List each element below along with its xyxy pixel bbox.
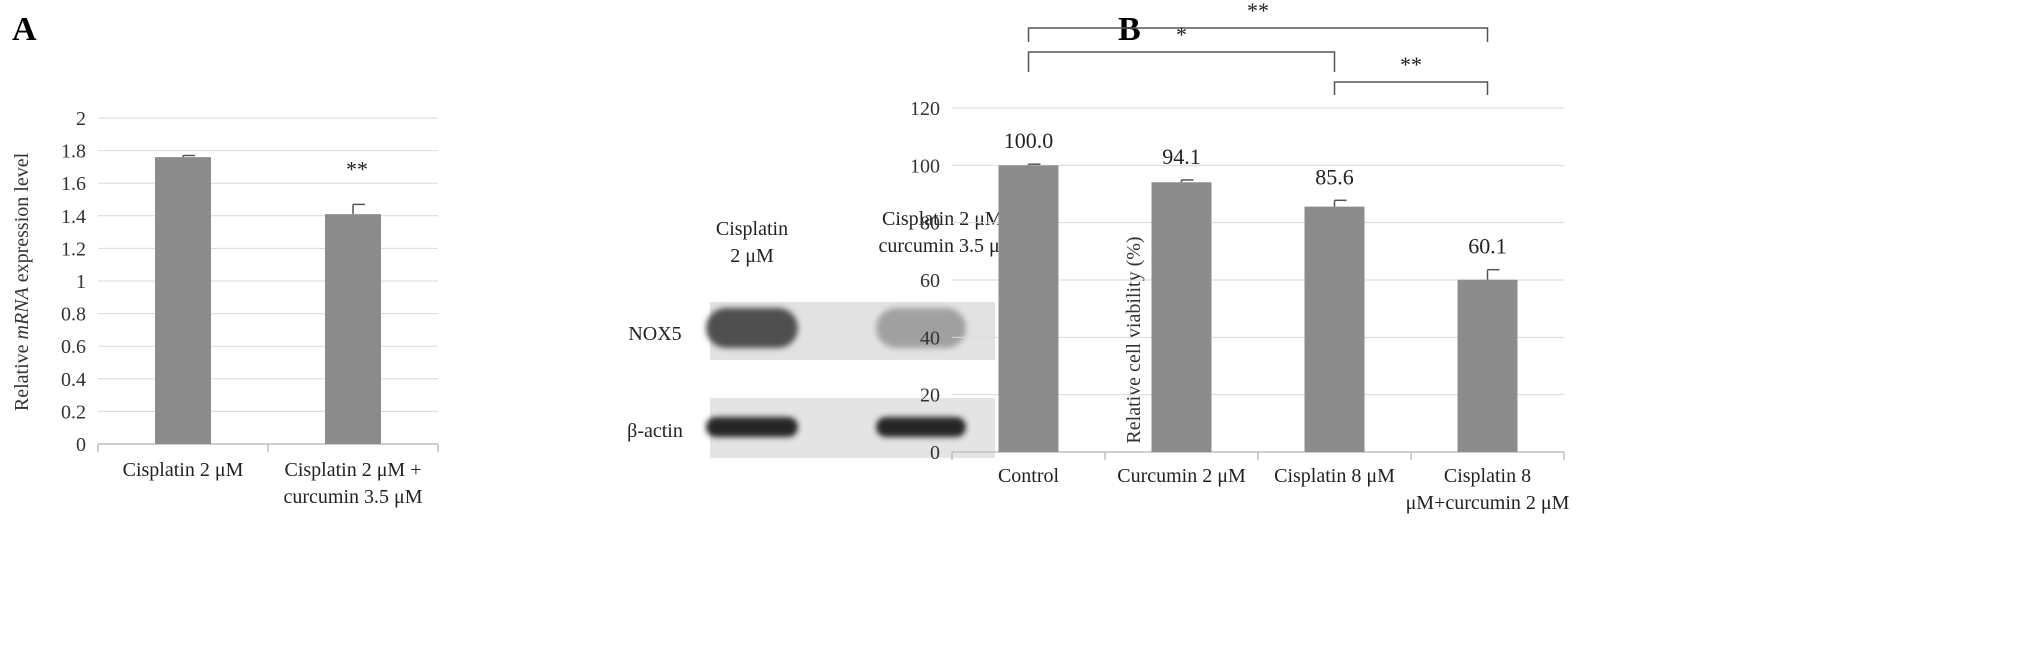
significance-label-0: ** — [1247, 0, 1269, 23]
x-tick-label-2: Cisplatin 8 μM — [1274, 465, 1395, 487]
data-label-3: 60.1 — [1468, 234, 1507, 259]
y-tick-label: 1.8 — [61, 141, 86, 163]
significance-bracket-2 — [1333, 81, 1489, 95]
bar-1 — [1151, 182, 1212, 452]
y-tick-label: 0.8 — [61, 304, 86, 326]
significance-marker: ** — [346, 156, 368, 181]
y-tick-label: 0.6 — [61, 336, 86, 358]
western-blot: Cisplatin 2 μM Cisplatin 2 μM+ curcumin … — [627, 208, 1018, 458]
y-tick-label: 1.4 — [61, 206, 86, 228]
y-tick-label: 0 — [930, 442, 940, 464]
panel-label-a: A — [12, 11, 37, 48]
blot-row-label-beta-actin: β-actin — [627, 420, 683, 442]
bar-0 — [998, 165, 1059, 453]
blot-lane2-label-line2: curcumin 3.5 μM — [878, 235, 1017, 257]
x-tick-label-3: Cisplatin 8 — [1444, 465, 1531, 487]
x-tick-label-0: Control — [998, 465, 1060, 487]
chart-b: Relative cell viability (%) 0 20 40 60 80 100… — [910, 0, 1570, 514]
y-tick-label: 1.2 — [61, 238, 86, 260]
band — [706, 308, 798, 348]
x-tick-label-0: Cisplatin 2 μM — [123, 459, 244, 481]
bar-1 — [325, 214, 381, 444]
band — [706, 417, 798, 437]
bar-3 — [1457, 279, 1518, 452]
significance-label-2: ** — [1400, 52, 1422, 77]
y-tick-label: 80 — [920, 213, 940, 235]
panel-label-b: B — [1118, 11, 1141, 48]
significance-bracket-1 — [1027, 51, 1336, 72]
y-tick-label: 1 — [76, 271, 86, 293]
blot-row-label-nox5: NOX5 — [628, 323, 681, 345]
significance-label-1: * — [1176, 22, 1187, 47]
y-axis-label-a: Relative mRNA expression level — [11, 152, 33, 411]
data-label-0: 100.0 — [1004, 128, 1054, 153]
y-tick-label: 1.6 — [61, 173, 86, 195]
y-axis-label-b: Relative cell viability (%) — [1123, 236, 1145, 443]
y-tick-label: 120 — [910, 98, 940, 120]
band — [876, 308, 966, 348]
data-label-1: 94.1 — [1162, 144, 1201, 169]
y-axis-label-a-part3: expression level — [11, 152, 33, 287]
beta-actin-bands — [706, 417, 966, 437]
y-tick-label: 100 — [910, 155, 940, 177]
y-tick-label: 60 — [920, 270, 940, 292]
bar-2 — [1304, 206, 1365, 452]
y-tick-label: 20 — [920, 385, 940, 407]
blot-lane2-label-line1: Cisplatin 2 μM+ — [882, 208, 1014, 230]
y-tick-label: 0.2 — [61, 401, 86, 423]
nox5-bands — [706, 308, 966, 348]
y-tick-label: 2 — [76, 108, 86, 130]
significance-bracket-0 — [1027, 27, 1489, 42]
y-axis-label-a-part2: mRNA — [11, 286, 33, 339]
data-label-2: 85.6 — [1315, 164, 1354, 189]
y-axis-label-a-part1: Relative — [11, 339, 33, 411]
y-tick-label: 40 — [920, 327, 940, 349]
x-tick-label-3: μM+curcumin 2 μM — [1406, 492, 1570, 514]
x-tick-label-1: Cisplatin 2 μM + — [284, 459, 421, 481]
y-tick-label: 0.4 — [61, 369, 86, 391]
x-tick-label-1: curcumin 3.5 μM — [283, 486, 422, 508]
y-tick-label: 0 — [76, 434, 86, 456]
chart-a: Relative mRNA expression level 0 0.2 0.4 0.… — [11, 108, 439, 508]
blot-lane1-label-line1: Cisplatin — [716, 218, 788, 240]
x-tick-label-1: Curcumin 2 μM — [1117, 465, 1246, 487]
bar-0 — [155, 157, 211, 444]
blot-lane1-label-line2: 2 μM — [730, 245, 774, 267]
band — [876, 417, 966, 437]
